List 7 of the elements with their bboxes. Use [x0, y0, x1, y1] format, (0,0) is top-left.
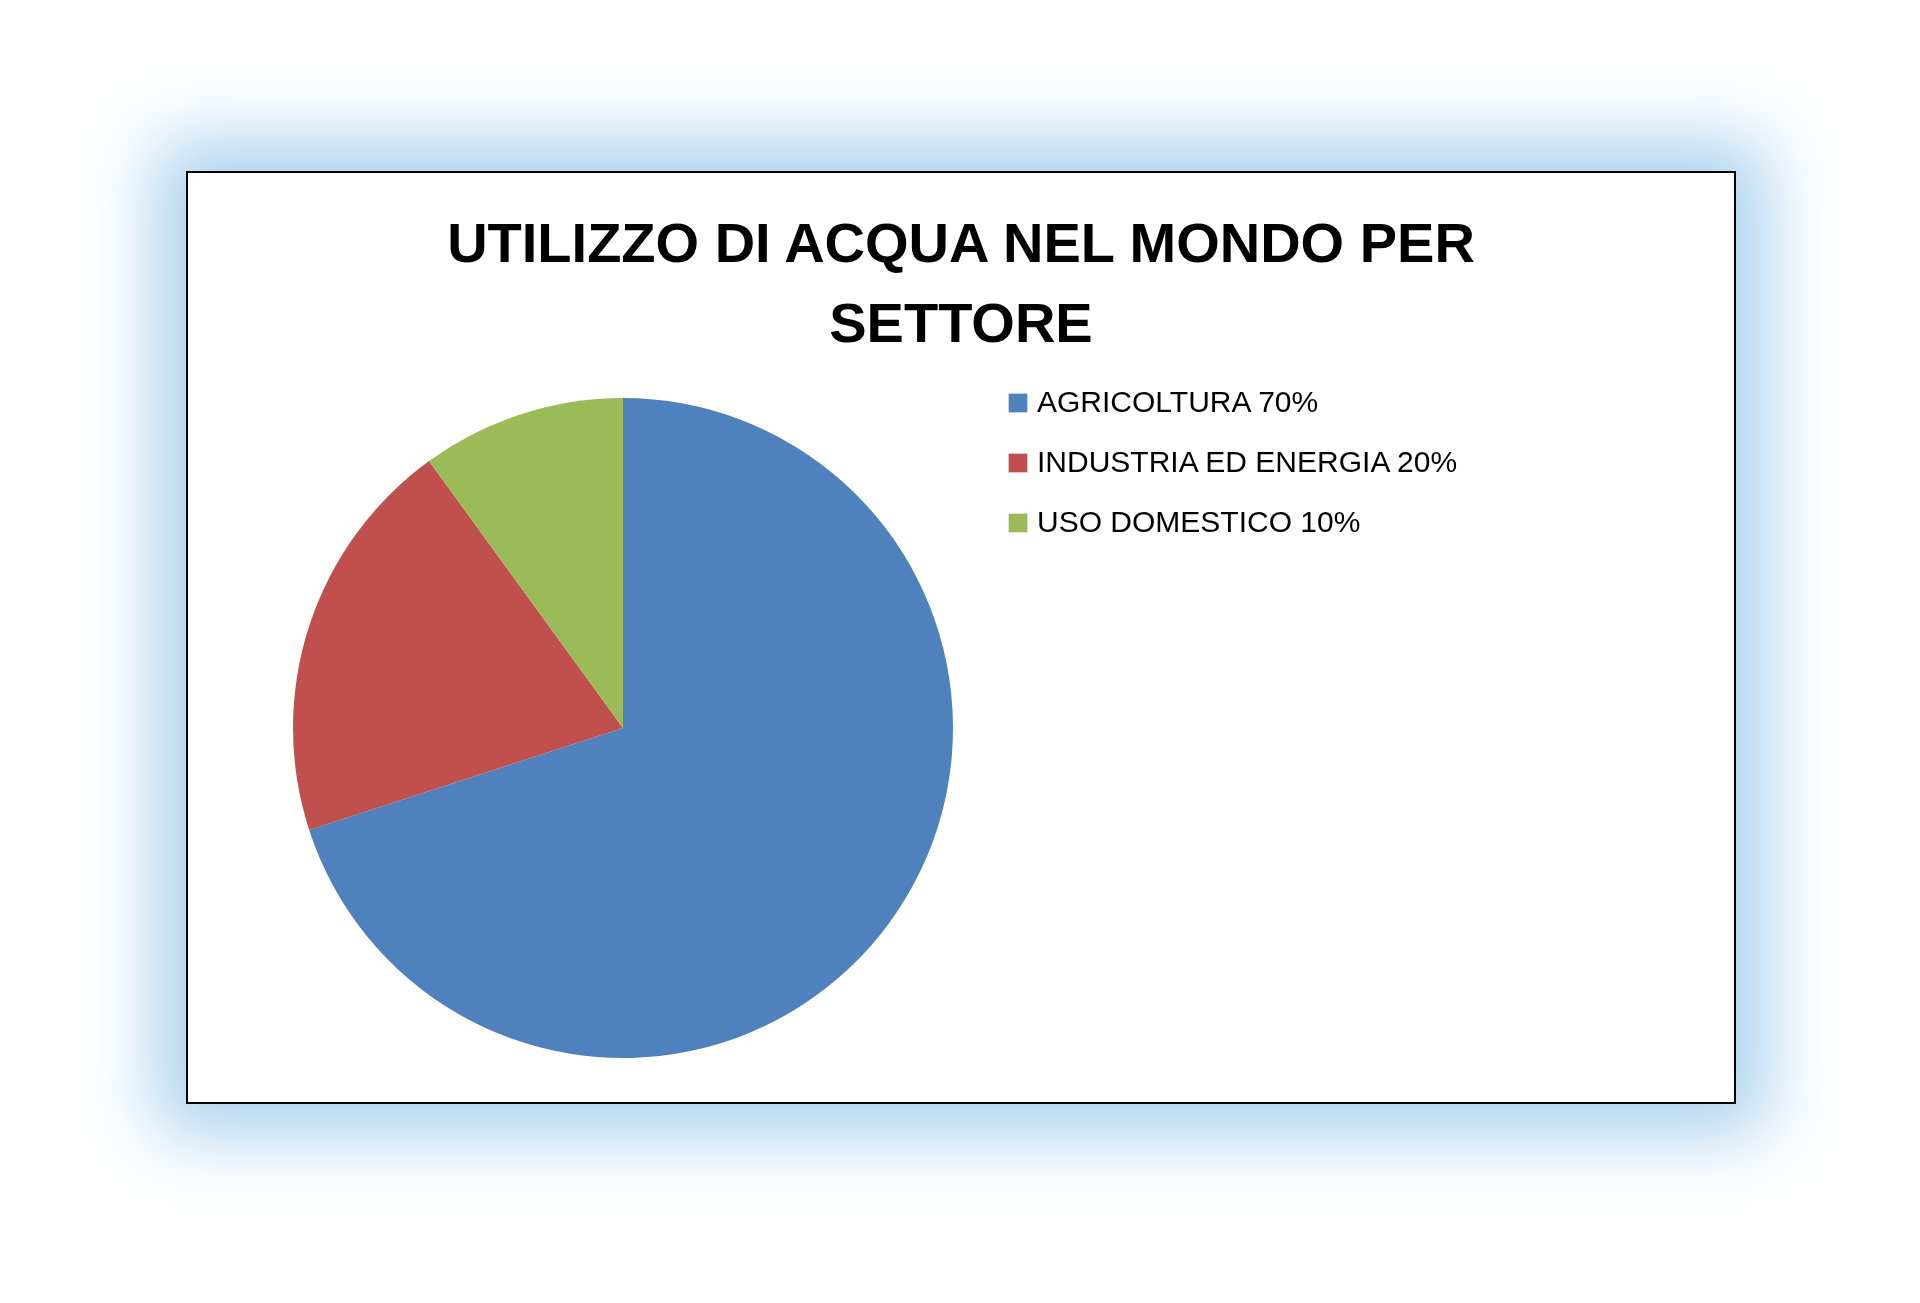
legend-label: INDUSTRIA ED ENERGIA 20% [1037, 445, 1458, 478]
legend-label: AGRICOLTURA 70% [1037, 385, 1319, 418]
pie-slice [293, 461, 623, 830]
legend-label: USO DOMESTICO 10% [1037, 505, 1361, 538]
pie-slice [429, 398, 623, 728]
pie-slice [309, 398, 953, 1058]
chart-title: UTILIZZO DI ACQUA NEL MONDO PER SETTORE [446, 210, 1476, 356]
